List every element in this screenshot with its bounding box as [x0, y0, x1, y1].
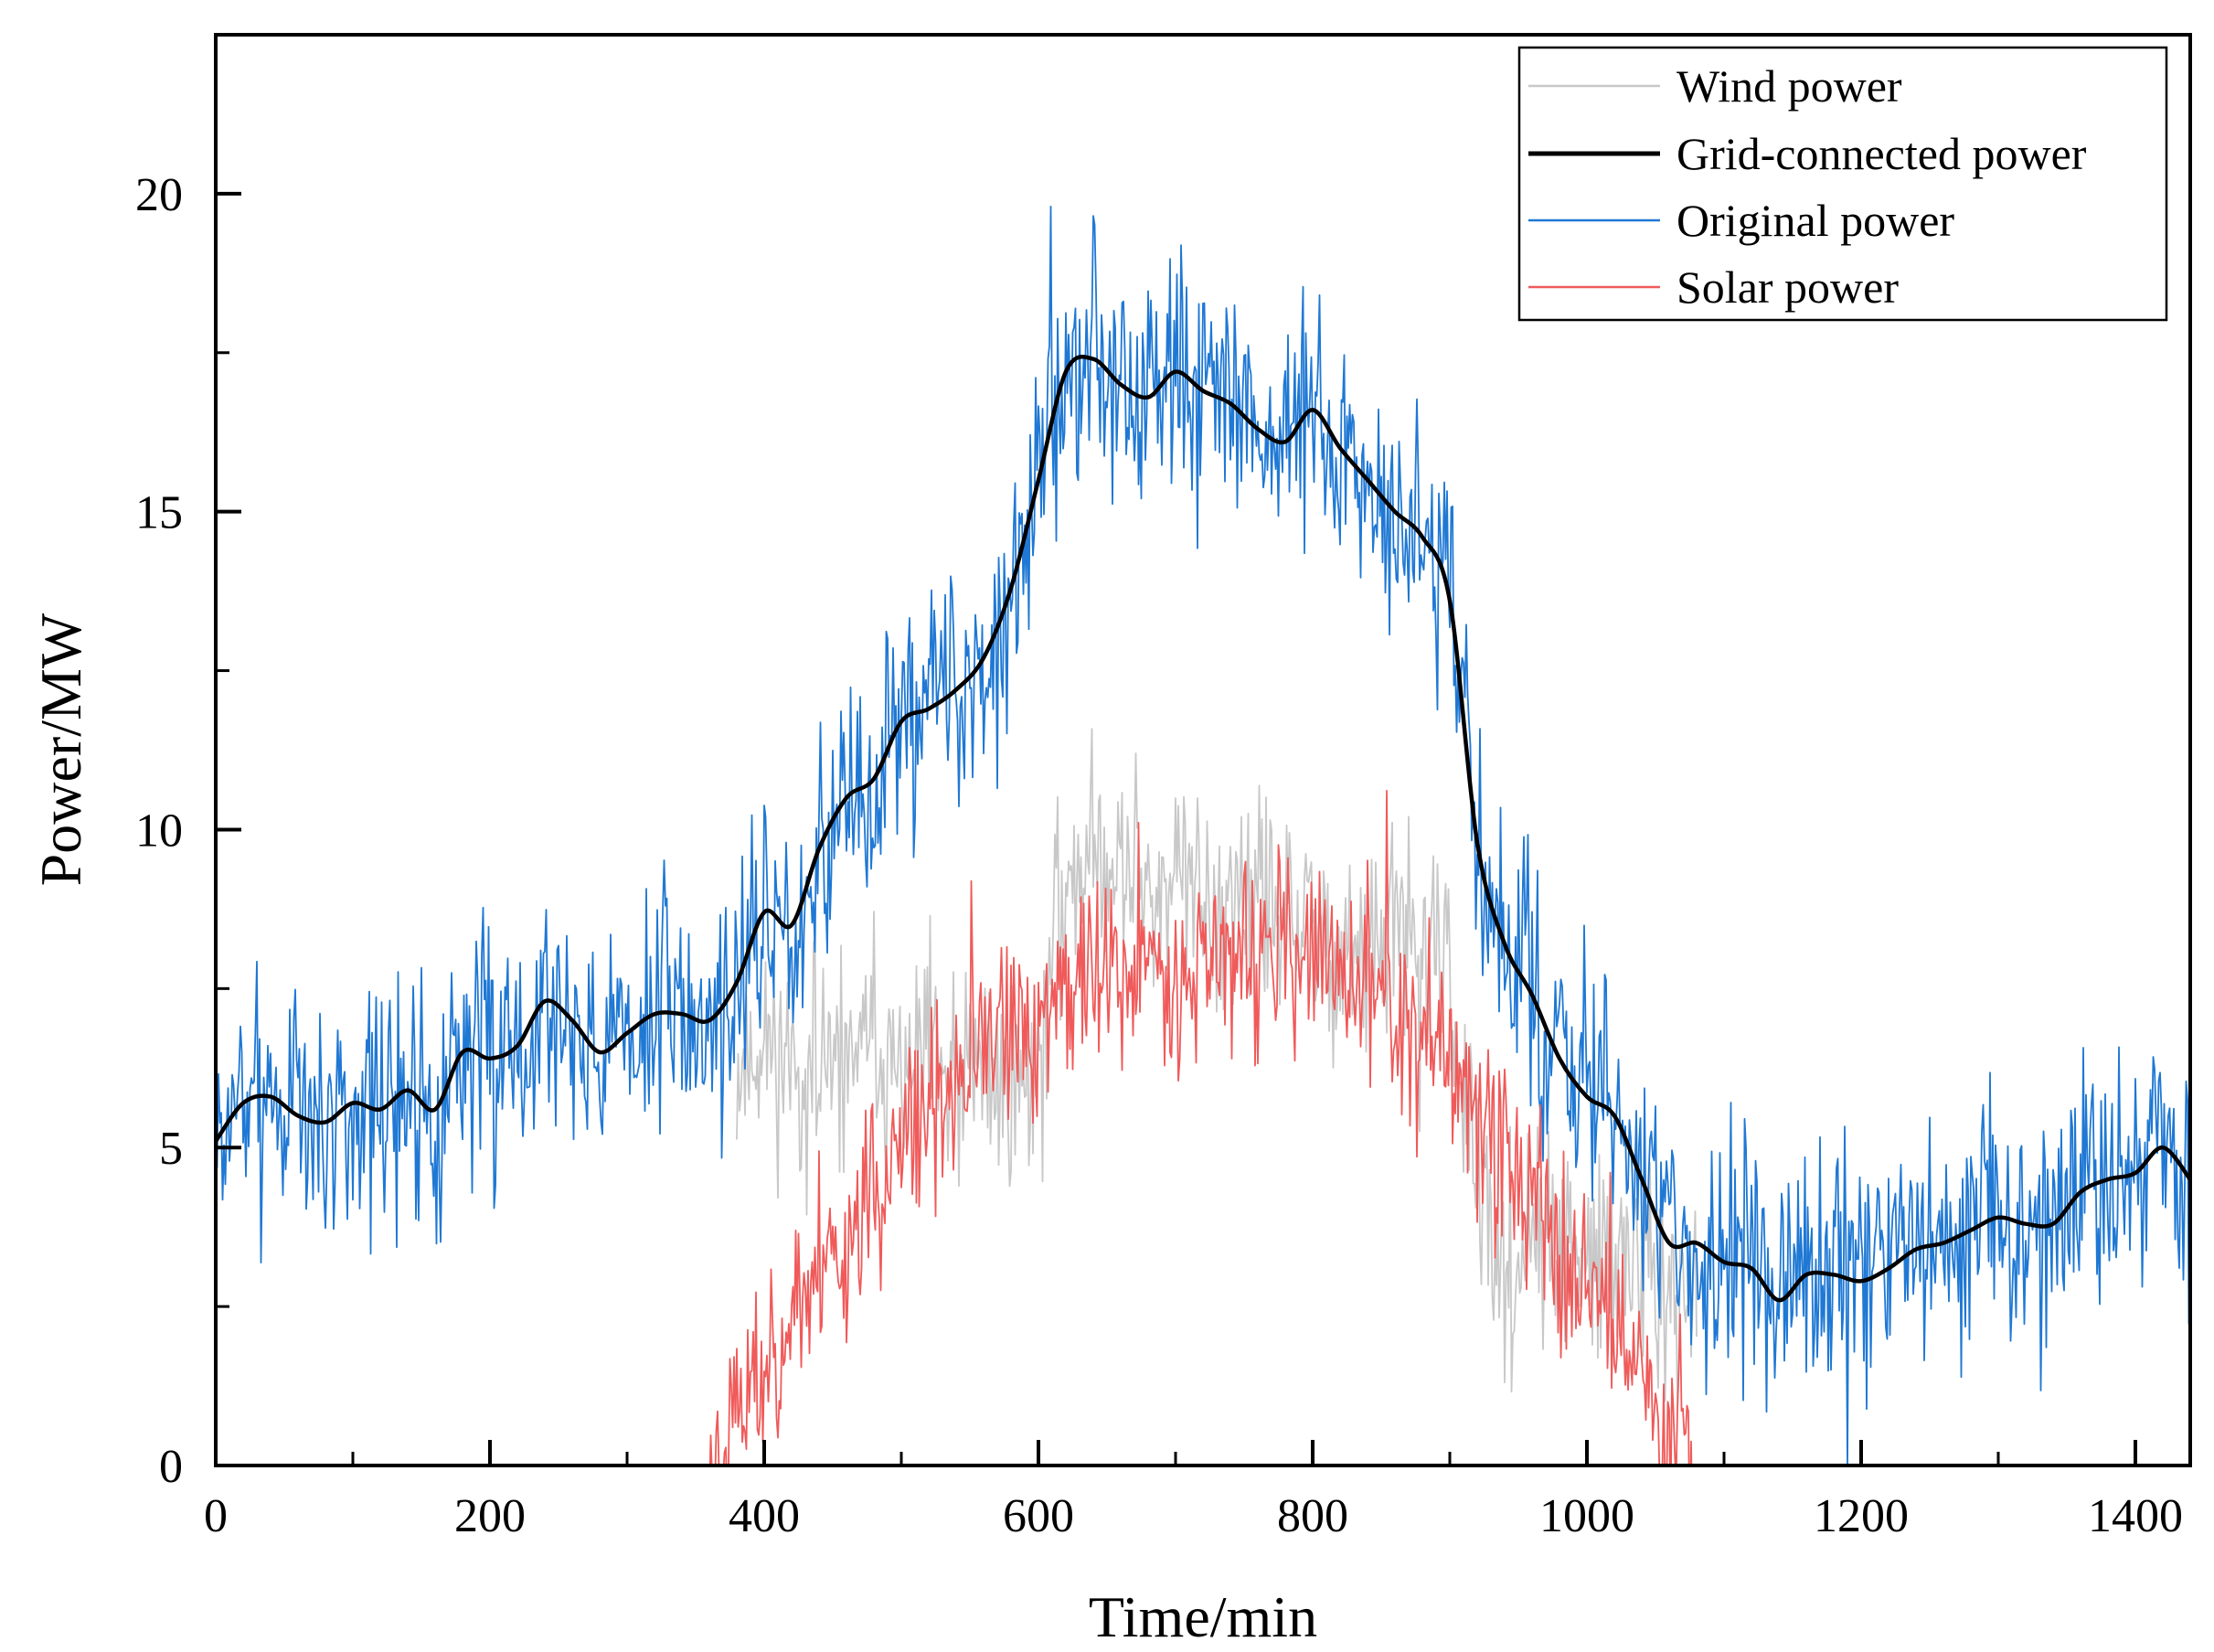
- x-tick-label: 1000: [1539, 1490, 1634, 1542]
- tick-labels-layer: 0 200 400 600 800 1000 1200 1400 0 5 10 15 20: [135, 169, 2183, 1542]
- legend-label-solar-power: Solar power: [1676, 261, 1899, 313]
- x-tick-label: 600: [1003, 1490, 1074, 1542]
- x-tick-label: 0: [204, 1490, 228, 1542]
- x-axis-title: Time/min: [1089, 1584, 1317, 1649]
- y-tick-label: 5: [159, 1123, 183, 1175]
- series-line-grid-connected-power: [216, 355, 2190, 1303]
- legend-label-grid-connected-power: Grid-connected power: [1676, 128, 2087, 179]
- x-tick-label: 400: [729, 1490, 800, 1542]
- x-tick-label: 200: [454, 1490, 526, 1542]
- series-line-original-power: [216, 206, 2190, 1465]
- legend-box: [1517, 46, 2168, 322]
- y-axis-title: Power/MW: [28, 613, 93, 886]
- x-tick-label: 800: [1277, 1490, 1348, 1542]
- y-tick-label: 20: [135, 169, 183, 221]
- legend-label-original-power: Original power: [1676, 195, 1954, 246]
- series-layer: [216, 206, 2190, 1465]
- x-tick-label: 1400: [2088, 1490, 2183, 1542]
- legend-label-wind-power: Wind power: [1676, 60, 1902, 112]
- x-tick-label: 1200: [1814, 1490, 1909, 1542]
- y-tick-label: 15: [135, 487, 183, 539]
- y-tick-label: 10: [135, 805, 183, 857]
- legend-items: Wind power Grid-connected power Original p…: [1528, 60, 2087, 313]
- ticks-layer: [214, 191, 2137, 1467]
- plot-frame: [214, 33, 2192, 1467]
- y-tick-label: 0: [159, 1441, 183, 1493]
- series-line-solar-power: [708, 790, 1693, 1465]
- legend: Wind power Grid-connected power Original p…: [1517, 46, 2168, 322]
